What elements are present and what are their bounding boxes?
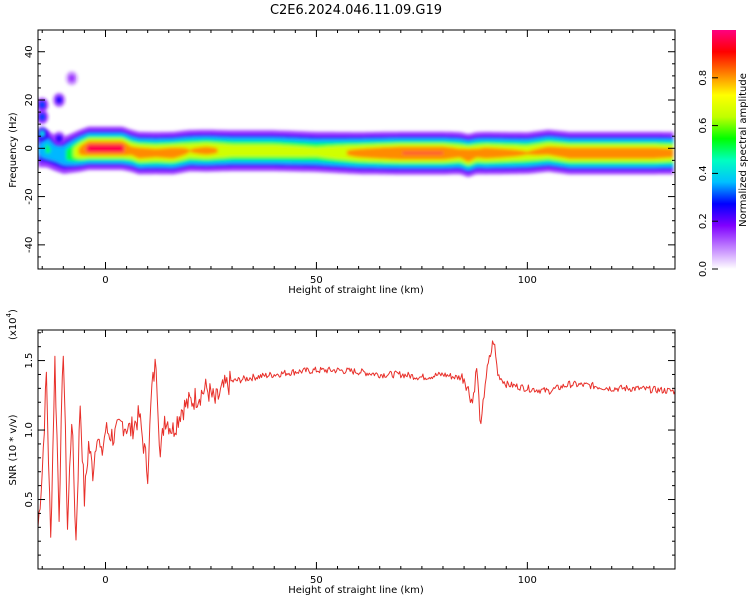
spectrogram-panel: 0 50 100 40 20 0 -20 -40 Height of straight lin… — [8, 29, 676, 296]
y-tick-label: 0.5 — [24, 492, 35, 508]
y-tick-label: 1.0 — [24, 422, 35, 438]
spectrogram-blob-core — [56, 135, 63, 143]
spectrogram-blob-core — [56, 96, 63, 104]
y-tick-label: 1.5 — [24, 353, 35, 369]
colorbar-label: Normalized spectral amplitude — [738, 73, 749, 227]
snr-scale-exp: 4 — [5, 312, 13, 317]
colorbar-ticks: 0.0 0.2 0.4 0.6 0.8 — [698, 70, 718, 277]
spectrogram-blob-core — [68, 74, 75, 82]
spectrogram-ticks: 0 50 100 40 20 0 -20 -40 — [24, 30, 676, 286]
x-tick-label: 100 — [518, 275, 537, 286]
spectrogram-ridge — [38, 126, 674, 177]
spectrogram-frame — [37, 29, 676, 270]
snr-panel: 0 50 100 0.5 1.0 1.5 Height of straight line … — [5, 309, 676, 596]
colorbar: 0.0 0.2 0.4 0.6 0.8 Normalized spectral ampl… — [698, 30, 749, 277]
spectrogram-contour — [45, 144, 51, 154]
y-tick-label: 40 — [24, 45, 35, 58]
y-tick-label: 0 — [24, 145, 35, 151]
snr-ylabel: SNR (10 * v/v) — [8, 414, 19, 485]
colorbar-strip — [712, 30, 736, 269]
snr-scale-base: (x10 — [8, 317, 19, 340]
spectrogram-contour — [86, 144, 125, 153]
y-tick-label: -40 — [24, 237, 35, 253]
snr-series-line — [38, 340, 675, 541]
colorbar-tick-label: 0.6 — [698, 118, 709, 134]
colorbar-tick-label: 0.0 — [698, 261, 709, 277]
spectrogram-marks — [38, 71, 674, 177]
spectrogram-xlabel: Height of straight line (km) — [288, 285, 424, 296]
svg-text:(x104): (x104) — [5, 309, 19, 340]
spectrogram-contour — [402, 152, 443, 154]
spectrogram-blob-core — [39, 130, 46, 138]
x-tick-label: 0 — [102, 275, 108, 286]
x-tick-label: 50 — [310, 275, 323, 286]
chart-title: C2E6.2024.046.11.09.G19 — [270, 3, 442, 18]
snr-xlabel: Height of straight line (km) — [288, 585, 424, 596]
spectrogram-contour — [346, 146, 674, 162]
colorbar-tick-label: 0.2 — [698, 213, 709, 229]
y-tick-label: 20 — [24, 94, 35, 107]
snr-scale-close: ) — [8, 309, 19, 313]
snr-ticks: 0 50 100 0.5 1.0 1.5 — [24, 330, 676, 586]
snr-scale-note: (x104) — [5, 309, 19, 340]
x-tick-label: 50 — [310, 575, 323, 586]
snr-frame — [37, 329, 676, 570]
x-tick-label: 100 — [518, 575, 537, 586]
colorbar-tick-label: 0.4 — [698, 165, 709, 181]
spectrogram-blob-core — [39, 101, 46, 109]
y-tick-label: -20 — [24, 188, 35, 204]
spectrogram-ylabel: Frequency (Hz) — [8, 112, 19, 188]
spectrogram-blob-core — [39, 113, 46, 121]
colorbar-tick-label: 0.8 — [698, 70, 709, 86]
x-tick-label: 0 — [102, 575, 108, 586]
